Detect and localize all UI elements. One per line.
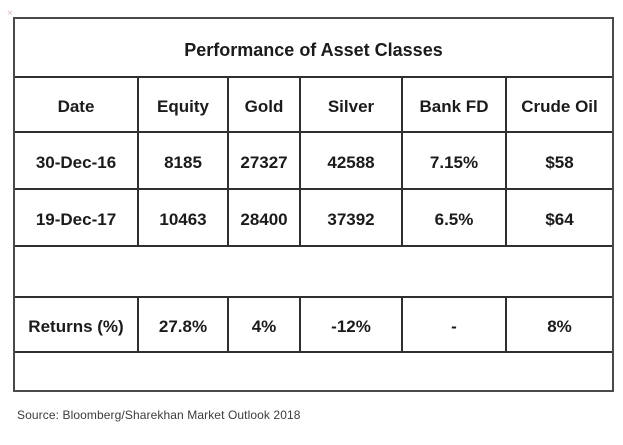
cell-gold: 27327 <box>229 133 301 190</box>
source-note: Source: Bloomberg/Sharekhan Market Outlo… <box>17 408 301 422</box>
cell-returns-silver: -12% <box>301 298 403 353</box>
cell-gold: 28400 <box>229 190 301 247</box>
table-title: Performance of Asset Classes <box>15 19 612 78</box>
cell-equity: 8185 <box>139 133 229 190</box>
data-row-2017: 19-Dec-17 10463 28400 37392 6.5% $64 <box>15 190 612 247</box>
spacer-cell <box>15 353 612 390</box>
cell-date: 30-Dec-16 <box>15 133 139 190</box>
header-cell-silver: Silver <box>301 78 403 133</box>
cell-bank-fd: 7.15% <box>403 133 507 190</box>
cell-silver: 42588 <box>301 133 403 190</box>
spacer-row <box>15 247 612 298</box>
spacer-cell <box>15 247 612 298</box>
cell-returns-crude-oil: 8% <box>507 298 612 353</box>
cell-returns-label: Returns (%) <box>15 298 139 353</box>
performance-table: Performance of Asset Classes Date Equity… <box>13 17 614 392</box>
cell-crude-oil: $58 <box>507 133 612 190</box>
header-cell-date: Date <box>15 78 139 133</box>
header-cell-bank-fd: Bank FD <box>403 78 507 133</box>
cell-date: 19-Dec-17 <box>15 190 139 247</box>
cell-equity: 10463 <box>139 190 229 247</box>
returns-row: Returns (%) 27.8% 4% -12% - 8% <box>15 298 612 353</box>
bottom-spacer-row <box>15 353 612 390</box>
cell-silver: 37392 <box>301 190 403 247</box>
header-cell-crude-oil: Crude Oil <box>507 78 612 133</box>
cell-bank-fd: 6.5% <box>403 190 507 247</box>
cell-crude-oil: $64 <box>507 190 612 247</box>
data-row-2016: 30-Dec-16 8185 27327 42588 7.15% $58 <box>15 133 612 190</box>
cell-returns-equity: 27.8% <box>139 298 229 353</box>
tiny-artifact-icon: × <box>7 8 13 19</box>
header-row: Date Equity Gold Silver Bank FD Crude Oi… <box>15 78 612 133</box>
cell-returns-gold: 4% <box>229 298 301 353</box>
header-cell-gold: Gold <box>229 78 301 133</box>
title-row: Performance of Asset Classes <box>15 19 612 78</box>
cell-returns-bank-fd: - <box>403 298 507 353</box>
header-cell-equity: Equity <box>139 78 229 133</box>
